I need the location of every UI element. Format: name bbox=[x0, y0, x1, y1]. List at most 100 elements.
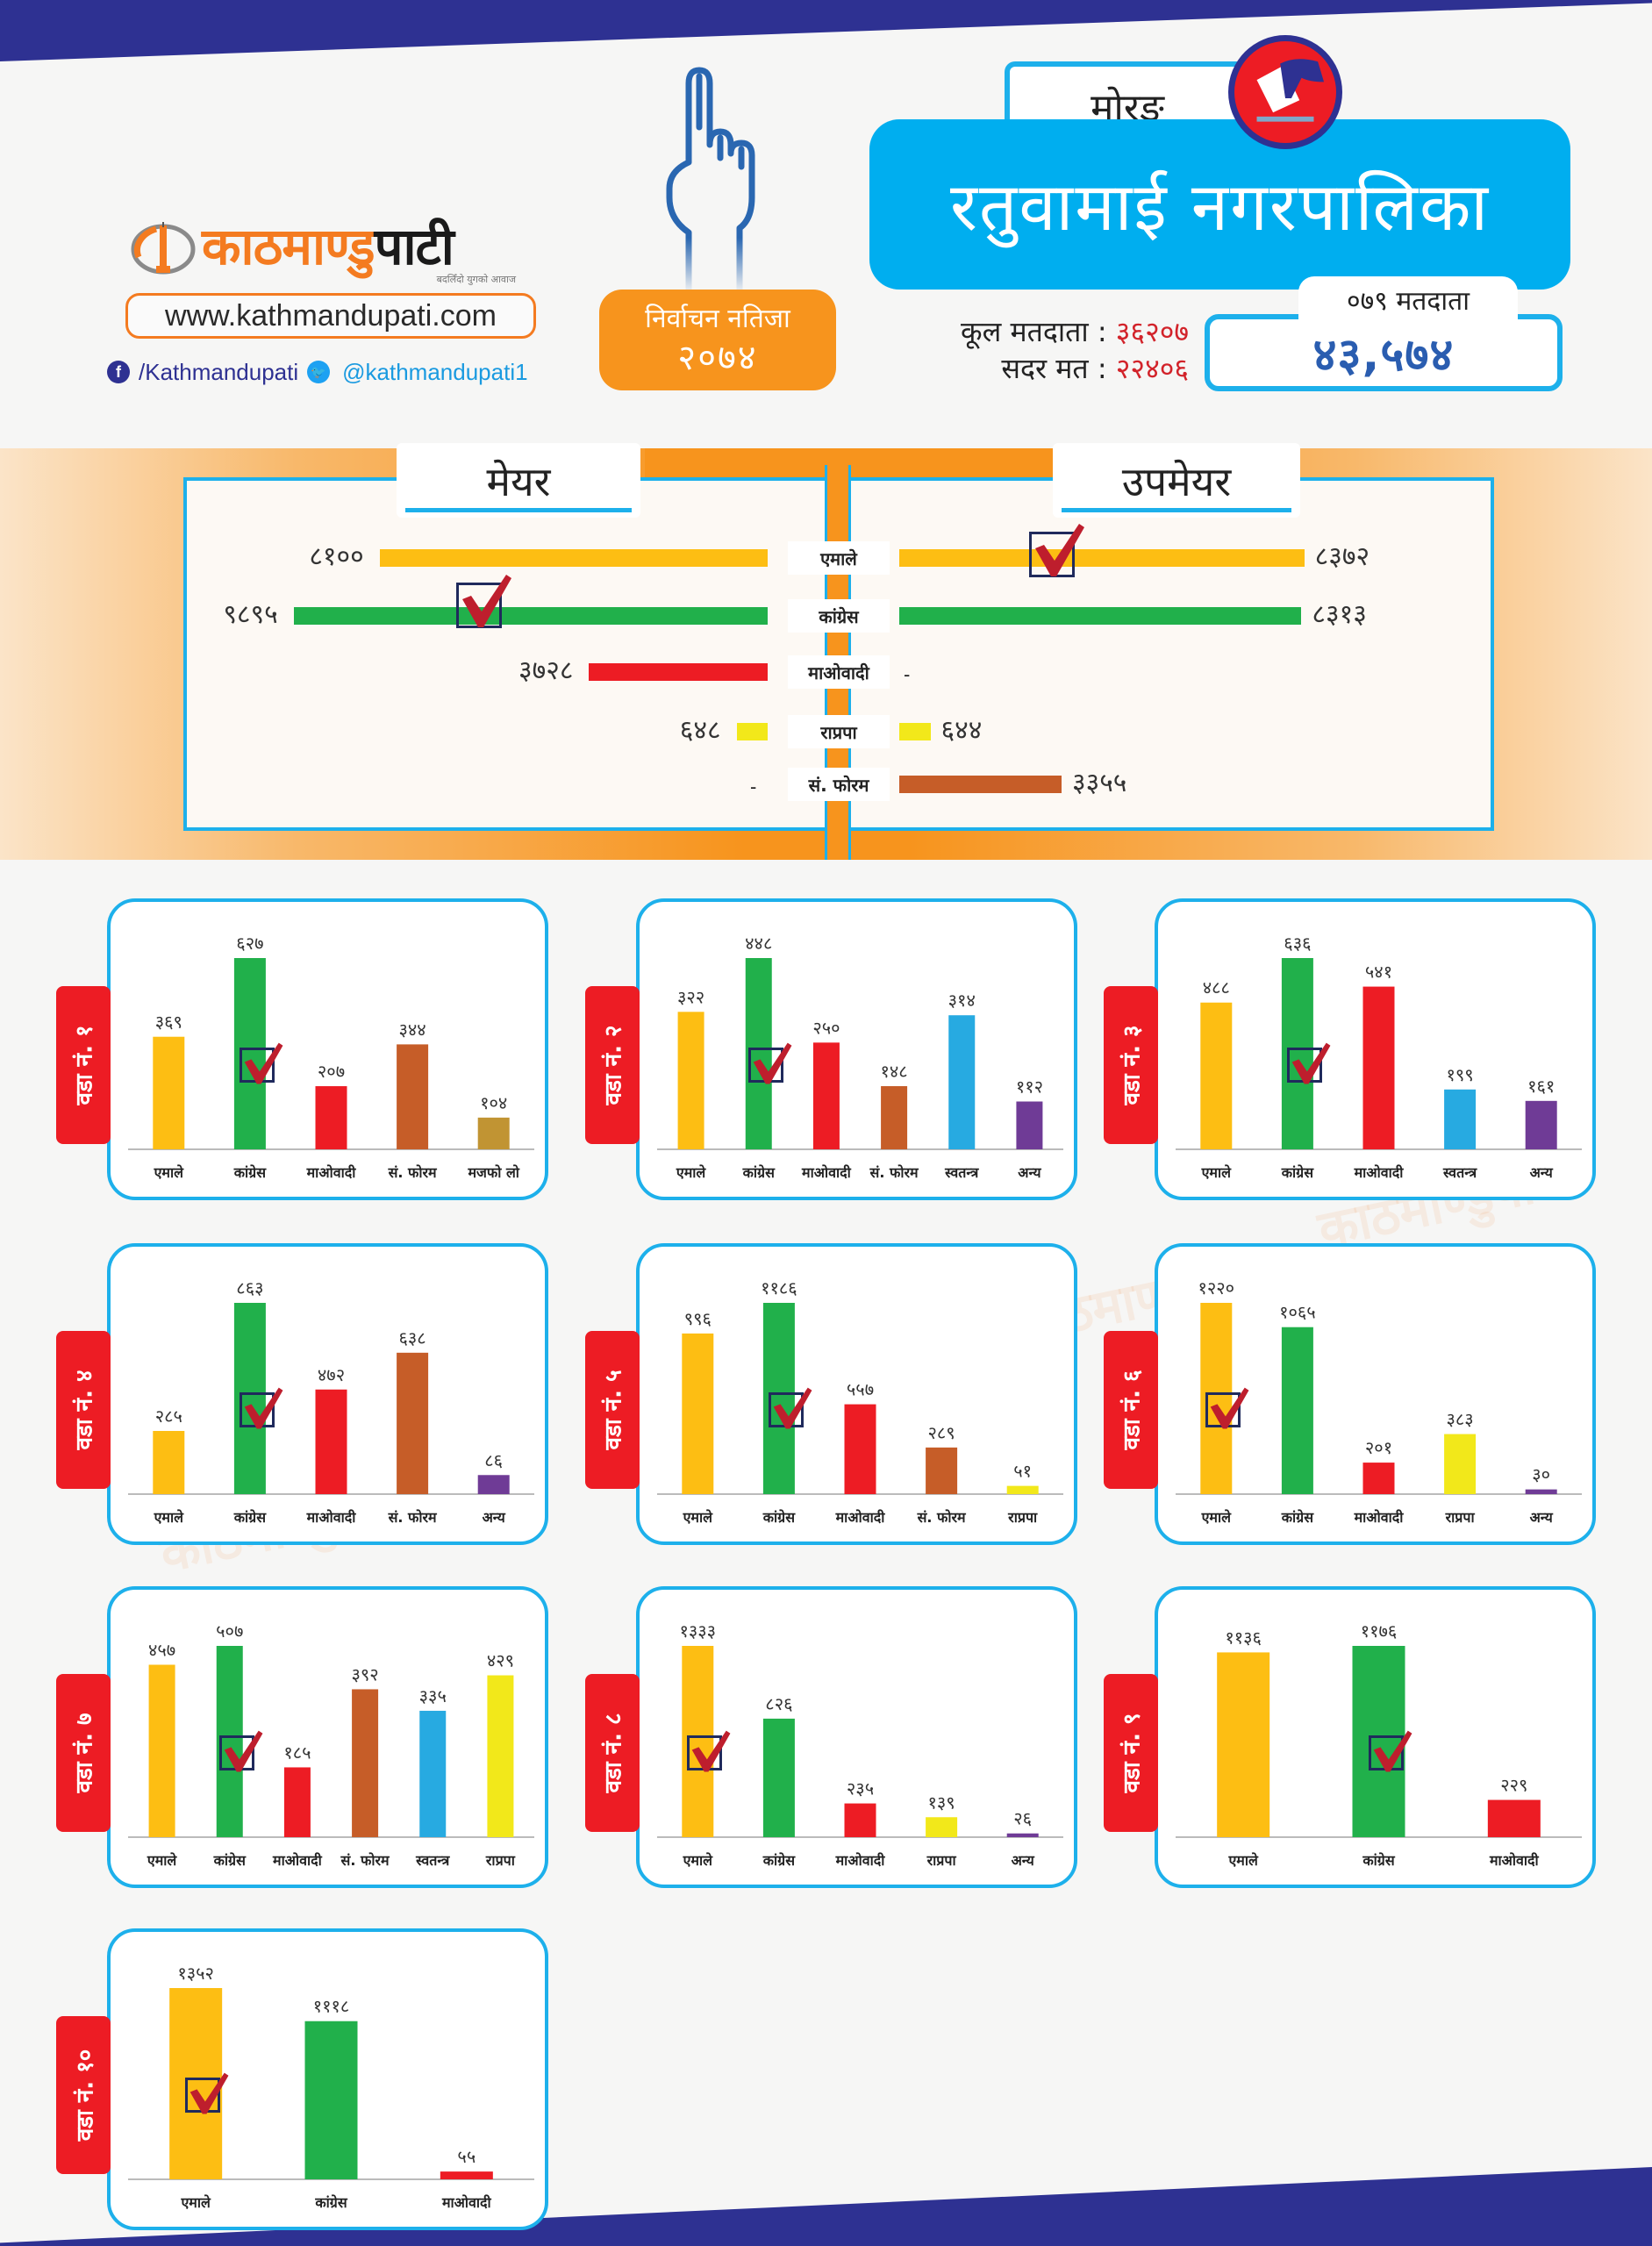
twitter-handle[interactable]: @kathmandupati1 bbox=[342, 358, 528, 385]
election-result-badge: निर्वाचन नतिजा २०७४ bbox=[599, 290, 836, 390]
bar bbox=[677, 1012, 704, 1149]
voters-079-value: ४३,५७४ bbox=[1312, 328, 1455, 382]
bar-value-label: ८६ bbox=[484, 1449, 503, 1470]
category-label: एमाले bbox=[1201, 1164, 1233, 1181]
top-banner bbox=[0, 0, 1652, 61]
mayor-bar bbox=[379, 549, 768, 567]
bar-value-label: २०१ bbox=[1365, 1437, 1392, 1458]
vote-stats: कूल मतदाता : ३६२०७ सदर मत : २२४०६ bbox=[864, 313, 1189, 387]
ward-card: ३६९ एमाले ६२७ कांग्रेस २०७ माओवादी ३४४ सं. फोरम… bbox=[107, 898, 548, 1200]
bar-value-label: ४८८ bbox=[1203, 977, 1230, 998]
ward-number-label: वडा नं. ७ bbox=[72, 1713, 98, 1793]
bar-value-label: ३६९ bbox=[155, 1012, 182, 1033]
logo-text-orange: काठमाण्डु bbox=[202, 217, 375, 276]
bar-value-label: ११३६ bbox=[1225, 1627, 1262, 1648]
social-links: f /Kathmandupati 🐦 @kathmandupati1 bbox=[107, 356, 528, 388]
bar-value-label: १६१ bbox=[1527, 1076, 1555, 1097]
mayor-title: मेयर bbox=[397, 443, 640, 518]
website-link[interactable]: www.kathmandupati.com bbox=[125, 293, 536, 339]
mayor-bar bbox=[736, 723, 768, 740]
category-label: कांग्रेस bbox=[1281, 1509, 1314, 1526]
category-label: राप्रपा bbox=[926, 1852, 957, 1869]
bar-value-label: ९९६ bbox=[684, 1308, 712, 1329]
bar-value-label: १९९ bbox=[1446, 1064, 1473, 1085]
ward-card: ९९६ एमाले ११८६ कांग्रेस ५५७ माओवादी २८९ सं. फोर… bbox=[636, 1243, 1077, 1545]
category-label: अन्य bbox=[1530, 1509, 1554, 1526]
bar bbox=[812, 1042, 840, 1149]
facebook-handle[interactable]: /Kathmandupati bbox=[139, 358, 299, 385]
bar-value-label: २३५ bbox=[847, 1778, 874, 1799]
valid-votes-value: २२४०६ bbox=[1115, 352, 1189, 385]
category-label: अन्य bbox=[1530, 1164, 1554, 1181]
category-label: अन्य bbox=[483, 1509, 506, 1526]
party-label: सं. फोरम bbox=[788, 768, 890, 801]
deputy-value-label: ३३५५ bbox=[1072, 768, 1127, 798]
bar bbox=[844, 1404, 876, 1494]
bar-value-label: ८२६ bbox=[765, 1693, 792, 1714]
ballot-box-icon bbox=[1228, 35, 1342, 149]
twitter-icon[interactable]: 🐦 bbox=[307, 361, 331, 383]
category-label: माओवादी bbox=[272, 1852, 323, 1869]
ward-bar-chart: ४५७ एमाले ५०७ कांग्रेस १८५ माओवादी ३९२ सं. फोरम… bbox=[128, 1620, 534, 1869]
ward-number-label: वडा नं. ६ bbox=[1119, 1370, 1146, 1450]
bar bbox=[1200, 1002, 1233, 1149]
deputy-mayor-bar bbox=[899, 607, 1302, 625]
bar-value-label: ३३५ bbox=[419, 1685, 447, 1706]
valid-votes-label: सदर मत : bbox=[1001, 352, 1107, 385]
mayor-value-label: ६४८ bbox=[679, 715, 721, 746]
category-label: सं. फोरम bbox=[388, 1164, 438, 1181]
voting-finger-icon bbox=[666, 67, 755, 294]
party-label: एमाले bbox=[788, 541, 890, 575]
brand-logo[interactable]: काठमाण्डुपाटी बदलिँदो युगको आवाज bbox=[130, 215, 516, 285]
bar-value-label: १०४ bbox=[480, 1092, 507, 1113]
mayor-bar bbox=[293, 607, 768, 625]
category-label: एमाले bbox=[676, 1164, 707, 1181]
bar bbox=[1487, 1799, 1541, 1837]
category-label: एमाले bbox=[180, 2194, 211, 2211]
ward-number-label: वडा नं. ३ bbox=[1119, 1025, 1146, 1105]
category-label: राप्रपा bbox=[1007, 1509, 1038, 1526]
category-label: अन्य bbox=[1018, 1164, 1041, 1181]
category-label: कांग्रेस bbox=[762, 1852, 796, 1869]
category-label: माओवादी bbox=[306, 1164, 357, 1181]
bar bbox=[153, 1036, 185, 1149]
ward-number-tag: वडा नं. ६ bbox=[1104, 1331, 1158, 1489]
winner-check-icon bbox=[455, 575, 511, 628]
party-label: राप्रपा bbox=[788, 715, 890, 748]
category-label: माओवादी bbox=[1354, 1509, 1405, 1526]
bar-value-label: ३९२ bbox=[351, 1663, 378, 1684]
bar-value-label: ४५७ bbox=[148, 1639, 175, 1660]
ward-number-tag: वडा नं. ९ bbox=[1104, 1674, 1158, 1832]
bar-value-label: ५५७ bbox=[847, 1379, 874, 1400]
ward-card: ११३६ एमाले ११७६ कांग्रेस २२९ माओवादी bbox=[1155, 1586, 1596, 1888]
bar bbox=[304, 2021, 358, 2179]
deputy-mayor-title: उपमेयर bbox=[1053, 443, 1300, 518]
category-label: माओवादी bbox=[441, 2194, 492, 2211]
party-label: कांग्रेस bbox=[788, 599, 890, 633]
ward-bar-chart: ३६९ एमाले ६२७ कांग्रेस २०७ माओवादी ३४४ सं. फोरम… bbox=[128, 933, 534, 1181]
ward-card: १३५२ एमाले १११८ कांग्रेस ५५ माओवादी bbox=[107, 1928, 548, 2230]
bar bbox=[1352, 1646, 1405, 1837]
ward-number-tag: वडा नं. १० bbox=[56, 2016, 111, 2174]
bar-value-label: ३८३ bbox=[1446, 1409, 1473, 1430]
ward-number-label: वडा नं. ९ bbox=[1119, 1713, 1146, 1793]
bar bbox=[1217, 1652, 1270, 1837]
category-label: एमाले bbox=[683, 1852, 714, 1869]
municipality-name: रतुवामाई नगरपालिका bbox=[949, 167, 1491, 246]
bar bbox=[1362, 1463, 1395, 1494]
municipality-banner: रतुवामाई नगरपालिका bbox=[869, 119, 1570, 290]
party-label: माओवादी bbox=[788, 655, 890, 689]
winner-check-icon bbox=[185, 2072, 229, 2114]
ward-bar-chart: २८५ एमाले ८६३ कांग्रेस ४७२ माओवादी ६३८ सं. फोरम… bbox=[128, 1277, 534, 1526]
bar-value-label: ६३६ bbox=[1284, 933, 1311, 954]
deputy-mayor-bar bbox=[899, 723, 931, 740]
category-label: माओवादी bbox=[1354, 1164, 1405, 1181]
category-label: सं. फोरम bbox=[340, 1852, 390, 1869]
bar-value-label: १३९ bbox=[927, 1792, 955, 1813]
category-label: कांग्रेस bbox=[314, 2194, 347, 2211]
mayor-value-label: ९८९५ bbox=[223, 599, 278, 630]
facebook-icon[interactable]: f bbox=[107, 361, 130, 383]
winner-check-icon bbox=[1286, 1042, 1331, 1084]
deputy-value-label: ८३१३ bbox=[1312, 599, 1367, 630]
mayor-bar bbox=[589, 663, 768, 681]
